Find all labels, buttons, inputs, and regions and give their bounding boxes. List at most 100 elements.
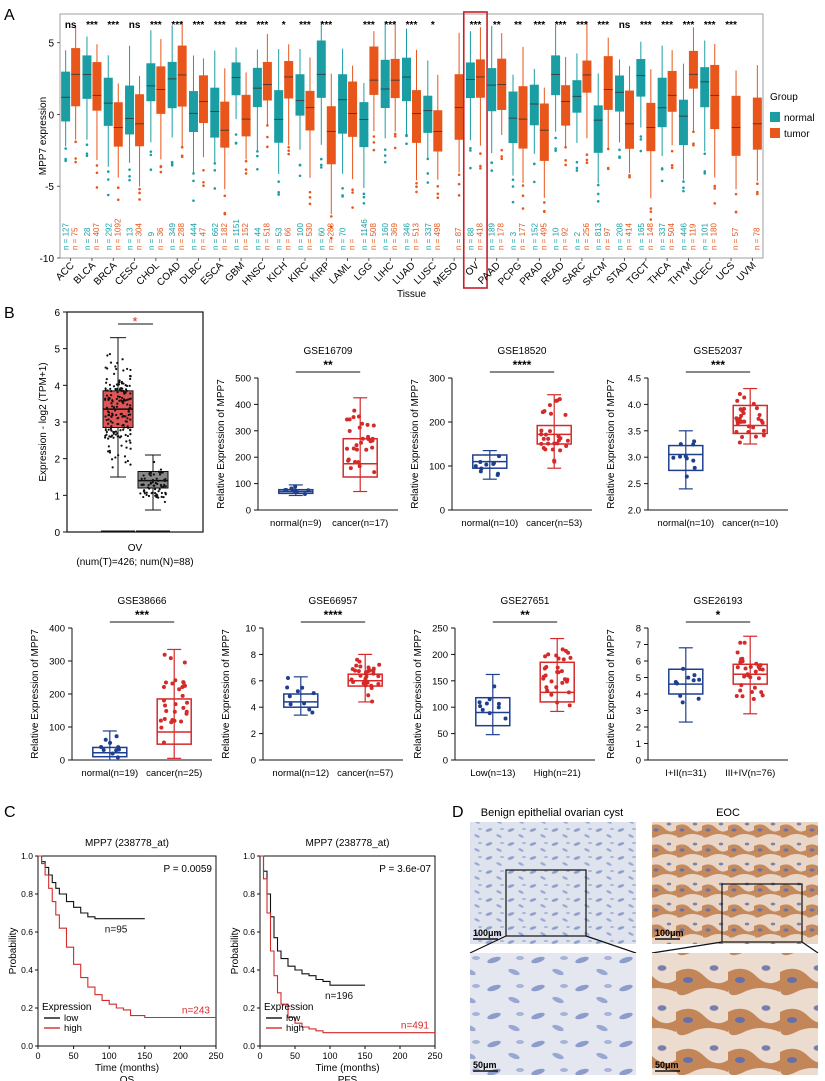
box-GSE52037-0 bbox=[668, 444, 704, 472]
sig-CHOL: *** bbox=[150, 20, 162, 31]
km-ytick-KM_PFS-5: 1.0 bbox=[243, 851, 255, 861]
n-tumor-DLBC: n = 47 bbox=[198, 227, 207, 250]
sig-OV: *** bbox=[470, 20, 482, 31]
n-normal-STAD: n = 208 bbox=[616, 223, 625, 250]
ytick-GSE26193-7: 7 bbox=[636, 640, 641, 651]
xtick-KIRC: KIRC bbox=[286, 260, 311, 285]
sig-GSE27651: ** bbox=[520, 608, 530, 622]
xtick-HNSC: HNSC bbox=[241, 260, 269, 288]
box-normal-LUAD bbox=[402, 57, 411, 102]
sig-GSE38666: *** bbox=[135, 608, 149, 622]
sig-GSE16709: ** bbox=[323, 358, 333, 372]
xtick-LGG: LGG bbox=[352, 260, 375, 283]
box-normal-LIHC bbox=[380, 59, 390, 109]
box-GSE66957-0 bbox=[283, 693, 319, 708]
ytick-GSE66957-1: 2 bbox=[251, 729, 256, 740]
box-tumor-ACC bbox=[71, 48, 81, 107]
km-legend-high-KM_PFS: high bbox=[286, 1023, 304, 1034]
box-normal-OV bbox=[465, 62, 475, 99]
eoc-scale-50: 50μm bbox=[655, 1060, 679, 1070]
gepia-ytick-0: 0 bbox=[54, 528, 60, 539]
box-tumor-TGCT bbox=[646, 102, 656, 152]
n-normal-BLCA: n = 28 bbox=[83, 227, 92, 250]
box-normal-SKCM bbox=[593, 105, 603, 153]
n-tumor-KIRC: n = 530 bbox=[305, 223, 314, 250]
n-tumor-KIRP: n = 288 bbox=[326, 223, 335, 250]
xtick-READ: READ bbox=[539, 260, 566, 287]
n-tumor-LUAD: n = 513 bbox=[412, 223, 421, 250]
n-normal-THYM: n = 446 bbox=[679, 223, 688, 250]
box-normal-ESCA bbox=[210, 87, 220, 138]
km-ylabel-KM_PFS: Probability bbox=[230, 928, 241, 975]
sig-LGG: *** bbox=[363, 20, 375, 31]
sig-UCEC: *** bbox=[704, 20, 716, 31]
box-normal-READ bbox=[551, 55, 561, 96]
km-line-high-KM_OS bbox=[38, 855, 216, 1019]
benign-scale-50: 50μm bbox=[473, 1060, 497, 1070]
km-legend-low-KM_OS: low bbox=[64, 1013, 78, 1024]
xtick-UCS: UCS bbox=[714, 260, 737, 283]
n-normal-OV: n = 88 bbox=[466, 227, 475, 250]
box-tumor-READ bbox=[561, 85, 571, 126]
eoc-scale-100: 100μm bbox=[655, 928, 684, 938]
km-title-KM_PFS: MPP7 (238778_at) bbox=[306, 838, 390, 849]
km-ytick-KM_OS-3: 0.6 bbox=[21, 927, 33, 937]
box-normal-CESC bbox=[125, 85, 135, 135]
xtick-KICH: KICH bbox=[265, 260, 290, 285]
n-normal-READ: n = 10 bbox=[552, 227, 561, 250]
n-tumor-THYM: n = 119 bbox=[688, 223, 697, 250]
eoc-zoom-image bbox=[652, 953, 818, 1075]
ytick-GSE18520-0: 0 bbox=[440, 506, 445, 517]
box-tumor-UCS bbox=[731, 95, 741, 156]
ytick-GSE38666-1: 100 bbox=[49, 723, 65, 734]
xtick-BRCA: BRCA bbox=[92, 260, 120, 288]
legend-label-tumor: tumor bbox=[784, 129, 810, 140]
km-legend-high-KM_OS: high bbox=[64, 1023, 82, 1034]
panel-label-a: A bbox=[4, 7, 15, 24]
km-frame-KM_PFS bbox=[259, 855, 436, 1047]
box-tumor-LGG bbox=[369, 46, 379, 95]
xtick-PRAD: PRAD bbox=[518, 260, 545, 287]
km-subtitle-KM_PFS: PFS bbox=[338, 1075, 358, 1081]
gepia-ylabel: Expression - log2 (TPM+1) bbox=[38, 362, 49, 481]
box-tumor-KIRP bbox=[326, 106, 336, 165]
sig-THCA: *** bbox=[661, 20, 673, 31]
gepia-ytick-3: 3 bbox=[54, 418, 60, 429]
title-GSE52037: GSE52037 bbox=[694, 346, 743, 357]
box-tumor-CHOL bbox=[156, 66, 166, 114]
benign-image bbox=[470, 822, 636, 944]
km-nlow-KM_OS: n=95 bbox=[105, 925, 128, 936]
n-normal-CESC: n = 13 bbox=[126, 227, 135, 250]
sig-BLCA: *** bbox=[86, 20, 98, 31]
box-normal-THCA bbox=[657, 77, 667, 128]
ylabel-GSE27651: Relative Expression of MPP7 bbox=[413, 629, 424, 759]
xtick-GSE18520-0: normal(n=10) bbox=[461, 518, 518, 529]
n-tumor-CESC: n = 304 bbox=[135, 223, 144, 250]
box-normal-DLBC bbox=[188, 91, 198, 132]
ov-highlight-box bbox=[462, 11, 488, 289]
km-ytick-KM_OS-5: 1.0 bbox=[21, 851, 33, 861]
sig-LUSC: * bbox=[431, 20, 435, 31]
km-xtick-KM_OS-0: 0 bbox=[35, 1051, 40, 1061]
n-tumor-STAD: n = 414 bbox=[625, 223, 634, 250]
box-tumor-ESCA bbox=[220, 101, 230, 148]
km-ytick-KM_PFS-2: 0.4 bbox=[243, 965, 255, 975]
box-tumor-COAD bbox=[177, 45, 187, 107]
box-GSE16709-1 bbox=[342, 437, 378, 478]
ytick-GSE26193-8: 8 bbox=[636, 624, 641, 635]
legend-swatch-normal bbox=[770, 112, 780, 122]
ytick-GSE66957-3: 6 bbox=[251, 676, 256, 687]
ylabel-GSE18520: Relative Expression of MPP7 bbox=[410, 379, 421, 509]
ytick-GSE26193-2: 2 bbox=[636, 723, 641, 734]
box-GSE38666-1 bbox=[156, 698, 192, 745]
box-normal-UCEC bbox=[700, 67, 710, 108]
n-tumor-LAML: n = bbox=[348, 238, 357, 250]
box-tumor-KICH bbox=[284, 61, 294, 99]
km-nhigh-KM_PFS: n=491 bbox=[401, 1021, 430, 1032]
chart-GSE52037: GSE52037 2.0 2.5 3.0 3.5 4.0 4.5 Relative Expre… bbox=[606, 346, 788, 529]
ytick-GSE18520-1: 100 bbox=[429, 462, 445, 473]
eoc-image bbox=[652, 822, 818, 944]
box-normal-PRAD bbox=[529, 84, 539, 126]
